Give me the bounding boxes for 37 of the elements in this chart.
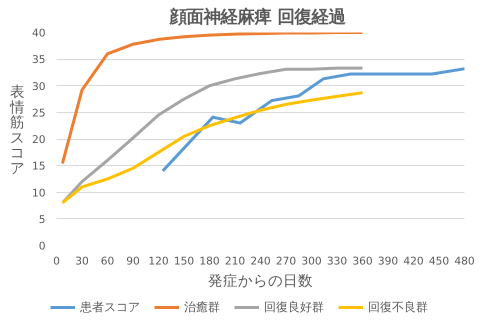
legend-label: 回復良好群 bbox=[264, 298, 324, 316]
x-tick-label: 480 bbox=[454, 254, 475, 268]
chart-title: 顔面神経麻痺 回復経過 bbox=[168, 8, 346, 28]
y-tick-label: 30 bbox=[32, 80, 46, 93]
x-tick-label: 300 bbox=[301, 254, 322, 268]
x-tick-label: 210 bbox=[224, 254, 246, 268]
x-tick-label: 420 bbox=[403, 254, 424, 268]
x-tick-label: 60 bbox=[100, 254, 114, 268]
x-tick-label: 120 bbox=[148, 254, 169, 268]
legend-label: 患者スコア bbox=[80, 298, 140, 316]
x-tick-label: 360 bbox=[352, 254, 373, 268]
x-tick-label: 270 bbox=[276, 254, 296, 268]
y-tick-label: 25 bbox=[32, 106, 46, 120]
x-tick-label: 330 bbox=[326, 254, 348, 268]
y-axis-title: 表情筋スコア bbox=[8, 83, 25, 178]
x-tick-label: 390 bbox=[378, 254, 398, 268]
y-tick-label: 20 bbox=[32, 133, 46, 146]
line-series bbox=[161, 67, 464, 172]
legend-label: 回復不良群 bbox=[368, 298, 428, 316]
y-tick-label: 5 bbox=[38, 212, 46, 226]
x-axis-title: 発症からの日数 bbox=[208, 272, 313, 290]
line-series bbox=[60, 32, 364, 165]
x-tick-label: 240 bbox=[250, 254, 271, 268]
x-tick-label: 150 bbox=[174, 254, 194, 268]
line-series bbox=[60, 66, 364, 204]
y-tick-label: 40 bbox=[32, 26, 46, 40]
x-tick-label: 30 bbox=[75, 254, 89, 268]
x-tick-label: 180 bbox=[199, 254, 220, 268]
y-tick-label: 15 bbox=[32, 160, 46, 173]
legend-label: 治癒群 bbox=[184, 298, 220, 316]
y-tick-label: 0 bbox=[38, 240, 46, 252]
x-tick-label: 450 bbox=[428, 254, 450, 268]
line-series bbox=[60, 91, 364, 204]
x-tick-label: 0 bbox=[53, 254, 60, 268]
y-tick-label: 10 bbox=[32, 186, 46, 200]
y-tick-label: 35 bbox=[32, 53, 46, 66]
x-tick-label: 90 bbox=[126, 254, 140, 268]
